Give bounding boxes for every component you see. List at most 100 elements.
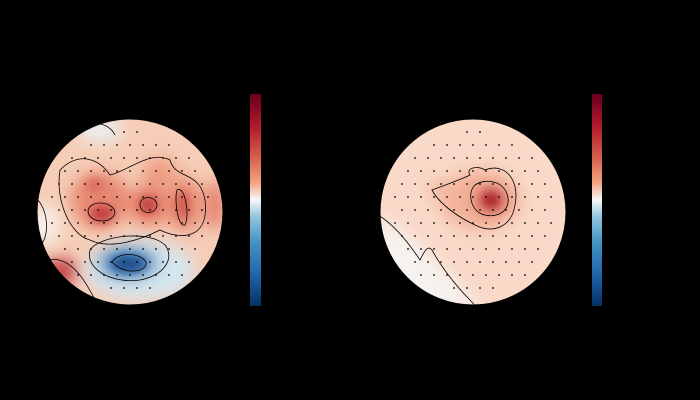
sensor [90, 248, 92, 250]
sensor [136, 261, 138, 263]
sensor [466, 261, 468, 263]
sensor [201, 209, 203, 211]
sensor [479, 183, 481, 185]
sensor [71, 209, 73, 211]
sensor [110, 209, 112, 211]
sensor [518, 209, 520, 211]
sensor [531, 183, 533, 185]
sensor [498, 248, 500, 250]
sensor [188, 235, 190, 237]
sensor [537, 222, 539, 224]
sensor [453, 261, 455, 263]
sensor [110, 183, 112, 185]
sensor [472, 196, 474, 198]
sensor [142, 196, 144, 198]
head-outline [36, 118, 224, 306]
sensor [420, 248, 422, 250]
sensor [201, 235, 203, 237]
sensor [51, 222, 53, 224]
sensor [207, 222, 209, 224]
sensor [71, 183, 73, 185]
sensor [505, 157, 507, 159]
colorbar [592, 94, 602, 306]
sensor [550, 196, 552, 198]
sensor [155, 274, 157, 276]
sensor [407, 196, 409, 198]
sensor [84, 183, 86, 185]
sensor [401, 209, 403, 211]
sensor [97, 183, 99, 185]
sensor [188, 183, 190, 185]
sensor [168, 222, 170, 224]
sensor [511, 222, 513, 224]
sensor [459, 248, 461, 250]
sensor [142, 248, 144, 250]
sensor [518, 157, 520, 159]
sensor [181, 274, 183, 276]
sensor [162, 261, 164, 263]
sensor [181, 196, 183, 198]
sensor [524, 274, 526, 276]
sensor [162, 209, 164, 211]
sensor [103, 248, 105, 250]
sensor [142, 170, 144, 172]
sensor [505, 209, 507, 211]
sensor [123, 235, 125, 237]
sensor [505, 261, 507, 263]
sensor [485, 222, 487, 224]
sensor [440, 209, 442, 211]
sensor [505, 183, 507, 185]
sensor [440, 157, 442, 159]
sensor [84, 235, 86, 237]
sensor [77, 196, 79, 198]
sensor [537, 170, 539, 172]
sensor [531, 157, 533, 159]
sensor [155, 196, 157, 198]
sensor [394, 196, 396, 198]
sensor [123, 183, 125, 185]
sensor [446, 248, 448, 250]
sensor [511, 274, 513, 276]
sensor [168, 248, 170, 250]
sensor [414, 209, 416, 211]
sensor [440, 261, 442, 263]
sensor [472, 144, 474, 146]
sensor [427, 261, 429, 263]
sensor [194, 222, 196, 224]
sensor [181, 222, 183, 224]
sensor [110, 261, 112, 263]
sensor [440, 235, 442, 237]
sensor [427, 235, 429, 237]
sensor [453, 183, 455, 185]
sensor [194, 248, 196, 250]
sensor [433, 274, 435, 276]
sensor [466, 157, 468, 159]
sensor [207, 196, 209, 198]
sensor [201, 183, 203, 185]
sensor [116, 222, 118, 224]
sensor [492, 209, 494, 211]
sensor [181, 248, 183, 250]
sensor [479, 287, 481, 289]
sensor [479, 235, 481, 237]
sensor [136, 209, 138, 211]
sensor [97, 261, 99, 263]
sensor [518, 183, 520, 185]
sensor [142, 274, 144, 276]
sensor [110, 157, 112, 159]
sensor [84, 157, 86, 159]
sensor [479, 157, 481, 159]
sensor [453, 209, 455, 211]
sensor [136, 157, 138, 159]
sensor [103, 170, 105, 172]
sensor [466, 287, 468, 289]
sensor [129, 170, 131, 172]
sensor [459, 222, 461, 224]
sensor [84, 209, 86, 211]
sensor [123, 261, 125, 263]
sensor [459, 170, 461, 172]
sensor [433, 222, 435, 224]
sensor [524, 222, 526, 224]
sensor [492, 157, 494, 159]
sensor [531, 235, 533, 237]
